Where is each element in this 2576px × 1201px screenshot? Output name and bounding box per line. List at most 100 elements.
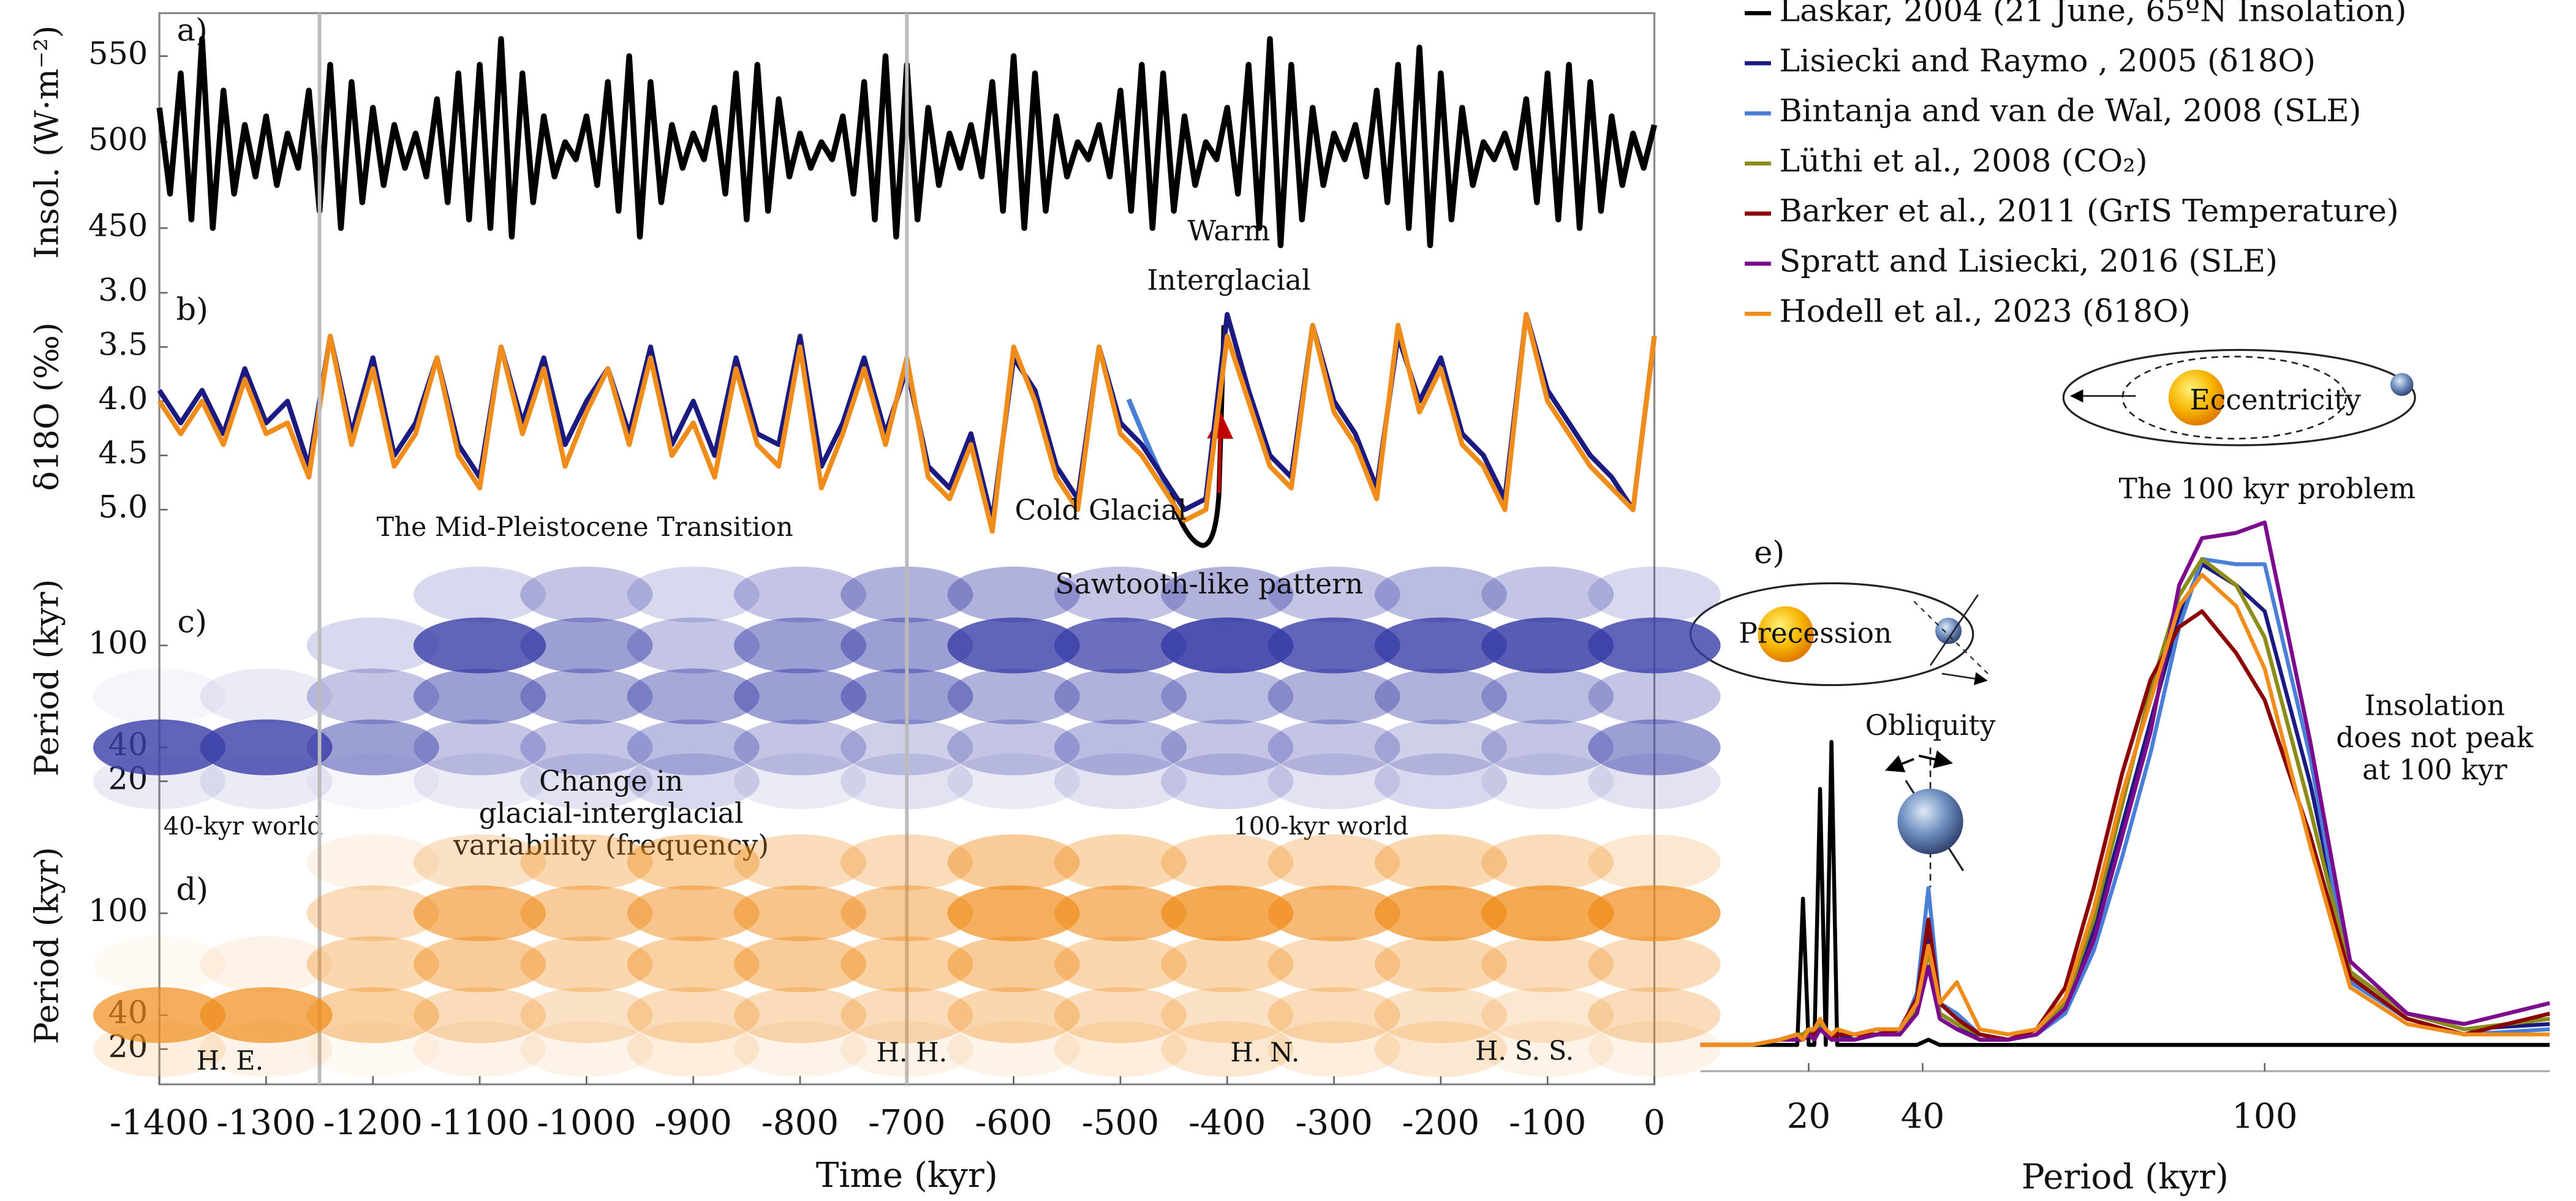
heat-cell	[733, 1021, 867, 1077]
heat-cell	[1267, 987, 1400, 1044]
heat-cell	[306, 885, 439, 941]
heat-cell	[1374, 753, 1507, 810]
heat-cell	[627, 936, 760, 992]
annotation: Warm	[1187, 214, 1270, 247]
heat-cell	[627, 753, 760, 810]
heat-cell	[733, 987, 867, 1044]
heat-cell	[1161, 834, 1294, 890]
heat-cell	[1161, 987, 1294, 1044]
heat-cell	[733, 753, 867, 810]
series-line	[1700, 740, 2550, 1047]
x-tick-label: -100	[1509, 1103, 1586, 1143]
heat-cell	[1588, 617, 1721, 674]
heat-cell	[520, 617, 653, 674]
heat-cell	[947, 1021, 1080, 1077]
heat-cell	[1161, 617, 1294, 674]
heat-cell	[1267, 617, 1400, 674]
annotation: Obliquity	[1865, 709, 1996, 742]
legend-label: Bintanja and van de Wal, 2008 (SLE)	[1779, 93, 2361, 129]
x-tick-label: -500	[1082, 1103, 1159, 1143]
x-axis-label: Time (kyr)	[816, 1156, 998, 1195]
heat-cell	[200, 719, 333, 775]
heat-cell	[1374, 885, 1507, 941]
heat-cell	[413, 987, 546, 1044]
heat-cell	[947, 834, 1080, 890]
y-axis-label: δ18O (‰)	[27, 322, 66, 491]
heat-cell	[306, 987, 439, 1044]
series-line	[1700, 520, 2550, 1047]
heat-cell	[1481, 719, 1614, 775]
heat-cell	[1054, 885, 1187, 941]
series-line	[1700, 573, 2550, 1047]
heat-cell	[947, 753, 1080, 810]
heat-cell	[1481, 753, 1614, 810]
x-axis-label: Period (kyr)	[2022, 1158, 2229, 1197]
heat-cell	[1374, 617, 1507, 674]
heat-cell	[413, 834, 546, 890]
heat-cell	[1054, 987, 1187, 1044]
heat-cell	[1161, 668, 1294, 725]
x-tick-label: -1000	[537, 1103, 636, 1143]
heat-cell	[733, 567, 867, 623]
legend-label: Lüthi et al., 2008 (CO₂)	[1779, 143, 2147, 179]
x-tick-label: 100	[2232, 1096, 2297, 1136]
heat-cell	[1054, 719, 1187, 775]
heat-cell	[306, 719, 439, 775]
obliquity-sketch	[1885, 747, 1965, 887]
heat-cell	[627, 617, 760, 674]
heat-cell	[627, 719, 760, 775]
heat-cell	[1588, 567, 1721, 623]
annotation: variability (frequency)	[453, 829, 769, 862]
annotation: H. H.	[877, 1037, 948, 1068]
heat-cell	[840, 1021, 973, 1077]
heat-cell	[1588, 885, 1721, 941]
heat-cell	[1267, 753, 1400, 810]
heat-cell	[1374, 834, 1507, 890]
heat-cell	[413, 567, 546, 623]
heat-cell	[1267, 885, 1400, 941]
x-tick-label: -600	[975, 1103, 1052, 1143]
x-tick-label: -900	[654, 1103, 731, 1143]
heat-cell	[733, 668, 867, 725]
annotation: 40-kyr world	[164, 813, 323, 841]
annotation: The Mid-Pleistocene Transition	[377, 512, 793, 543]
y-tick-label: 100	[88, 893, 148, 929]
heat-cell	[1054, 1021, 1187, 1077]
x-tick-label: -1400	[110, 1103, 209, 1143]
x-tick-label: -1200	[323, 1103, 423, 1143]
heat-cell	[1374, 1021, 1507, 1077]
heat-cell	[840, 936, 973, 992]
x-tick-label: -400	[1188, 1103, 1266, 1143]
heat-cell	[306, 617, 439, 674]
heat-cell	[520, 753, 653, 810]
heat-cell	[947, 719, 1080, 775]
heat-cell	[733, 936, 867, 992]
y-tick-label: 4.5	[98, 435, 148, 472]
heat-cell	[1054, 753, 1187, 810]
heat-cell	[93, 987, 226, 1044]
heat-cell	[1161, 936, 1294, 992]
heat-cell	[520, 1021, 653, 1077]
heat-cell	[200, 668, 333, 725]
heat-cell	[520, 567, 653, 623]
heat-cell	[306, 834, 439, 890]
heat-cell	[1054, 668, 1187, 725]
legend-label: Lisiecki and Raymo , 2005 (δ18O)	[1779, 43, 2316, 79]
annotation: The 100 kyr problem	[2119, 473, 2416, 505]
heat-cell	[947, 567, 1080, 623]
y-tick-label: 450	[88, 208, 148, 244]
heat-cell	[1161, 567, 1294, 623]
heat-cell	[1588, 987, 1721, 1044]
y-tick-label: 4.0	[98, 381, 148, 417]
heat-cell	[1481, 885, 1614, 941]
x-tick-label: -200	[1402, 1103, 1479, 1143]
y-axis-label: Insol. (W·m⁻²)	[27, 25, 66, 258]
heat-cell	[840, 885, 973, 941]
heat-cell	[1267, 567, 1400, 623]
heat-cell	[1054, 936, 1187, 992]
annotation: does not peak	[2336, 721, 2533, 754]
heat-cell	[1588, 719, 1721, 775]
y-tick-label: 3.0	[98, 273, 148, 309]
x-tick-label: 20	[1787, 1096, 1831, 1136]
heat-cell	[1588, 834, 1721, 890]
